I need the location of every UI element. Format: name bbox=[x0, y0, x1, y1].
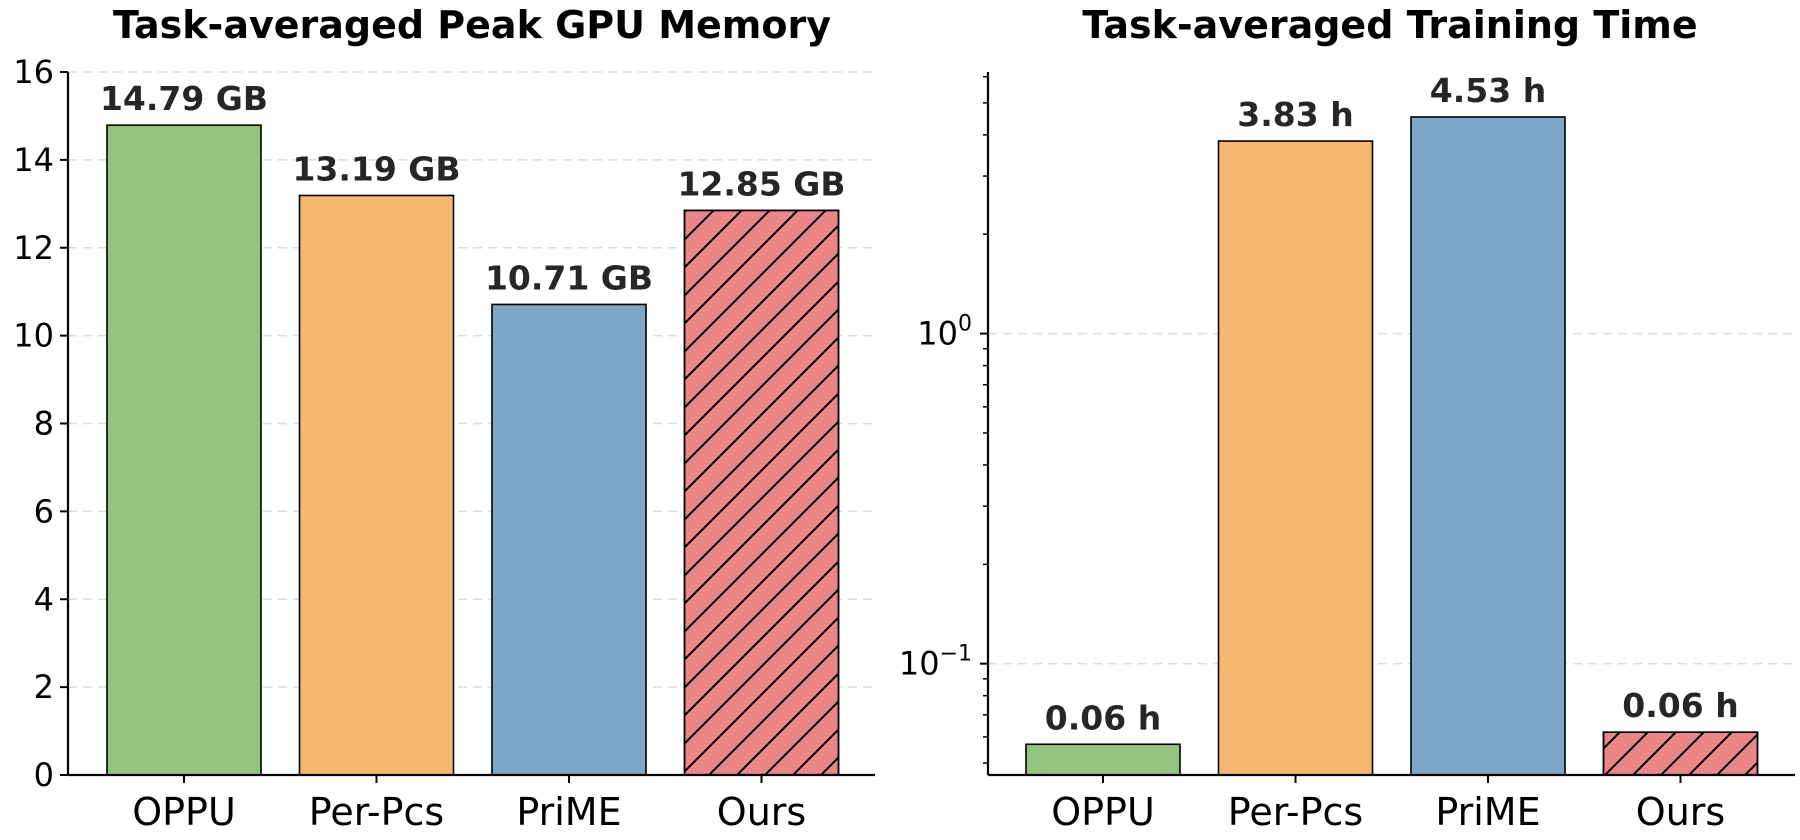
memory-bar-prime bbox=[491, 303, 647, 776]
memory-ytick-label: 10 bbox=[13, 317, 54, 355]
training-time-data-label: 0.06 h bbox=[1045, 698, 1161, 737]
memory-data-label: 10.71 GB bbox=[485, 258, 653, 297]
training-time-category-label: OPPU bbox=[1051, 790, 1155, 834]
memory-ytick-label: 4 bbox=[34, 580, 54, 618]
training-time-category-label: Per-Pcs bbox=[1228, 790, 1363, 834]
memory-bar-oppu bbox=[106, 124, 262, 776]
training-time-data-label: 0.06 h bbox=[1622, 686, 1738, 725]
memory-data-label: 12.85 GB bbox=[677, 164, 845, 203]
memory-category-label: Ours bbox=[717, 790, 806, 834]
memory-ytick-label: 2 bbox=[34, 668, 54, 706]
memory-ytick-label: 6 bbox=[34, 492, 54, 530]
memory-ytick-label: 12 bbox=[13, 229, 54, 267]
memory-bar-hatch-ours bbox=[683, 209, 840, 776]
memory-data-label: 13.19 GB bbox=[292, 149, 460, 188]
training-time-data-label: 4.53 h bbox=[1430, 71, 1546, 110]
training-time-chart-panel: Task-averaged Training Time 10−1 100 0.06 … bbox=[899, 3, 1795, 834]
training-time-bar-oppu bbox=[1025, 743, 1181, 776]
training-time-bar-hatch-ours bbox=[1602, 731, 1759, 776]
memory-bar-per-pcs bbox=[298, 194, 455, 776]
training-time-category-label: PriME bbox=[1435, 790, 1540, 834]
memory-category-label: Per-Pcs bbox=[309, 790, 444, 834]
memory-category-label: OPPU bbox=[132, 790, 236, 834]
memory-ytick-label: 16 bbox=[13, 53, 54, 91]
memory-category-label: PriME bbox=[516, 790, 621, 834]
memory-chart-title: Task-averaged Peak GPU Memory bbox=[113, 3, 831, 47]
training-time-data-label: 3.83 h bbox=[1237, 95, 1353, 134]
training-time-chart-title: Task-averaged Training Time bbox=[1082, 3, 1697, 47]
memory-ytick-label: 0 bbox=[34, 756, 54, 794]
memory-data-label: 14.79 GB bbox=[100, 79, 268, 118]
training-time-category-label: Ours bbox=[1636, 790, 1725, 834]
training-time-bar-per-pcs bbox=[1217, 140, 1374, 776]
memory-ytick-label: 8 bbox=[34, 405, 54, 443]
training-time-ytick-label: 10−1 bbox=[899, 642, 972, 683]
memory-ytick-label: 14 bbox=[13, 141, 54, 179]
training-time-bar-prime bbox=[1410, 116, 1566, 776]
memory-chart-panel: Task-averaged Peak GPU Memory 0 2 4 6 8 10 12 1… bbox=[13, 3, 875, 834]
training-time-ytick-label: 100 bbox=[917, 312, 972, 353]
